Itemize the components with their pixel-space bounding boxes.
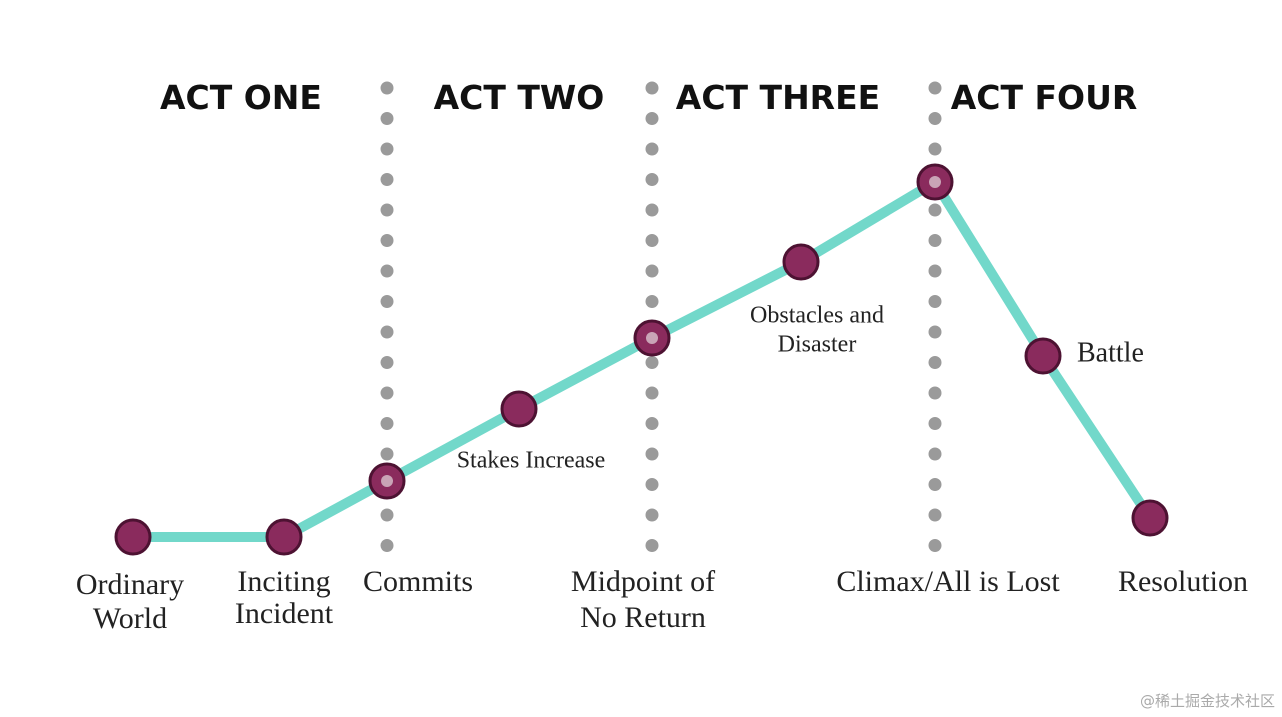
node bbox=[782, 243, 820, 281]
node-label: World bbox=[93, 602, 167, 635]
act-title: ACT TWO bbox=[434, 78, 605, 117]
node-label: No Return bbox=[580, 601, 706, 634]
node bbox=[500, 390, 538, 428]
node bbox=[114, 518, 152, 556]
act-title: ACT ONE bbox=[160, 78, 322, 117]
node-label: Midpoint of bbox=[571, 565, 715, 598]
act-title: ACT FOUR bbox=[951, 78, 1138, 117]
node bbox=[1024, 337, 1062, 375]
watermark: @稀土掘金技术社区 bbox=[1140, 692, 1275, 710]
node-center bbox=[646, 332, 658, 344]
node-label: Commits bbox=[363, 565, 473, 598]
node-label: Obstacles and bbox=[750, 303, 884, 329]
node-label: Ordinary bbox=[76, 568, 184, 601]
node-label: Incident bbox=[235, 597, 334, 630]
node bbox=[1131, 499, 1169, 537]
node-label: Climax/All is Lost bbox=[836, 565, 1060, 598]
node-center bbox=[929, 176, 941, 188]
nodes bbox=[114, 163, 1169, 556]
node bbox=[265, 518, 303, 556]
node-center bbox=[381, 475, 393, 487]
node-label: Stakes Increase bbox=[457, 448, 606, 474]
story-line bbox=[133, 177, 1155, 542]
node-label: Resolution bbox=[1118, 565, 1248, 598]
node-label: Disaster bbox=[778, 332, 857, 358]
node-label: Inciting bbox=[237, 565, 330, 598]
act-title: ACT THREE bbox=[676, 78, 880, 117]
node-label: Battle bbox=[1077, 337, 1144, 368]
